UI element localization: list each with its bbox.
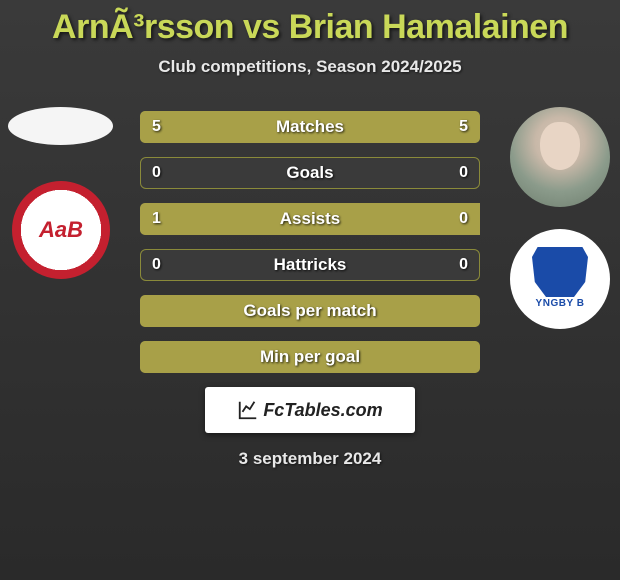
club-left-badge — [12, 181, 110, 279]
stat-row: 0 0 Hattricks — [140, 249, 480, 281]
stat-value-right: 0 — [459, 164, 468, 182]
stat-label: Goals per match — [243, 301, 376, 321]
footer-brand-text: FcTables.com — [263, 400, 382, 421]
stat-value-left: 0 — [152, 164, 161, 182]
stat-label: Hattricks — [274, 255, 347, 275]
stat-label: Matches — [276, 117, 344, 137]
stat-row: 5 5 Matches — [140, 111, 480, 143]
stat-value-left: 0 — [152, 256, 161, 274]
stat-label: Min per goal — [260, 347, 360, 367]
stat-row: 1 0 Assists — [140, 203, 480, 235]
stat-value-right: 5 — [459, 118, 468, 136]
page-subtitle: Club competitions, Season 2024/2025 — [0, 57, 620, 77]
player-left-avatar — [8, 107, 113, 145]
stat-value-left: 5 — [152, 118, 161, 136]
stat-label: Assists — [280, 209, 340, 229]
chart-icon — [237, 399, 259, 421]
page-title: ArnÃ³rsson vs Brian Hamalainen — [0, 0, 620, 47]
stat-row: Goals per match — [140, 295, 480, 327]
stat-row: 0 0 Goals — [140, 157, 480, 189]
footer-brand[interactable]: FcTables.com — [205, 387, 415, 433]
player-right-column — [510, 107, 610, 329]
club-right-badge — [510, 229, 610, 329]
player-right-avatar — [510, 107, 610, 207]
date-label: 3 september 2024 — [0, 449, 620, 469]
stats-container: 5 5 Matches 0 0 Goals 1 0 Assists 0 0 Hattricks Goal… — [140, 107, 480, 373]
stat-value-left: 1 — [152, 210, 161, 228]
stat-label: Goals — [286, 163, 333, 183]
stat-value-right: 0 — [459, 256, 468, 274]
player-left-column — [8, 107, 113, 279]
stat-value-right: 0 — [459, 210, 468, 228]
comparison-area: 5 5 Matches 0 0 Goals 1 0 Assists 0 0 Hattricks Goal… — [0, 107, 620, 373]
stat-row: Min per goal — [140, 341, 480, 373]
